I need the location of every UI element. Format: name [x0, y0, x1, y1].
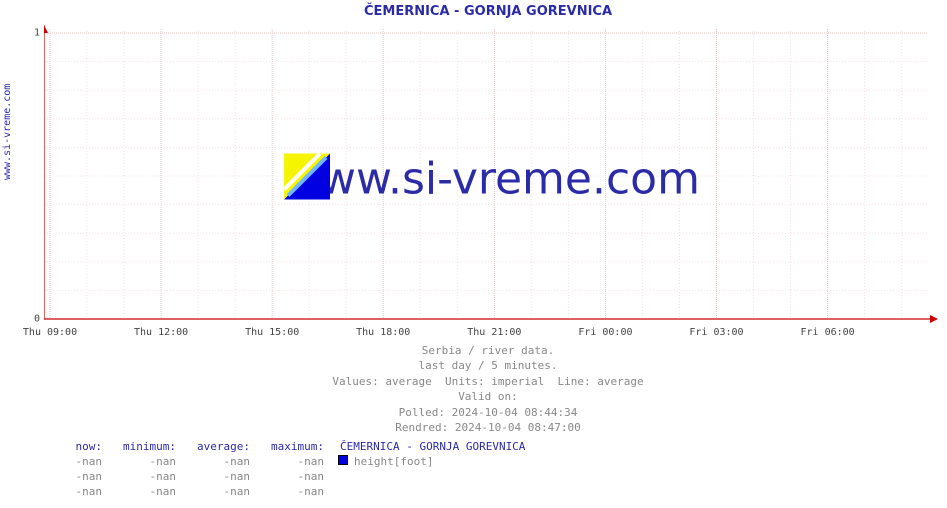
- vertical-site-label: www.si-vreme.com: [2, 84, 13, 180]
- legend-header-max: maximum:: [258, 440, 332, 455]
- legend-header-avg: average:: [184, 440, 258, 455]
- legend-value: -nan: [258, 455, 332, 470]
- legend-header-now: now:: [36, 440, 110, 455]
- legend-header-row: now: minimum: average: maximum: ČEMERNIC…: [36, 440, 525, 455]
- x-tick-label: Fri 06:00: [800, 327, 854, 338]
- legend-series-title: ČEMERNICA - GORNJA GOREVNICA: [332, 440, 525, 455]
- legend: now: minimum: average: maximum: ČEMERNIC…: [36, 440, 525, 499]
- y-tick-label: 1: [34, 28, 40, 39]
- x-tick-label: Thu 18:00: [356, 327, 410, 338]
- x-tick-label: Fri 00:00: [578, 327, 632, 338]
- chart-title: ČEMERNICA - GORNJA GOREVNICA: [36, 4, 940, 19]
- meta-line: Valid on:: [36, 389, 940, 404]
- legend-value: -nan: [110, 455, 184, 470]
- x-tick-label: Thu 21:00: [467, 327, 521, 338]
- meta-line: Serbia / river data.: [36, 343, 940, 358]
- legend-data-row: -nan-nan-nan-nanheight[foot]: [36, 455, 525, 470]
- chart-metadata: Serbia / river data. last day / 5 minute…: [36, 343, 940, 435]
- legend-value: -nan: [184, 455, 258, 470]
- legend-series-name: height[foot]: [348, 455, 433, 470]
- legend-value: -nan: [258, 485, 332, 500]
- legend-header-min: minimum:: [110, 440, 184, 455]
- legend-value: -nan: [36, 485, 110, 500]
- legend-swatch: [338, 455, 348, 465]
- meta-line: last day / 5 minutes.: [36, 358, 940, 373]
- x-tick-label: Fri 03:00: [689, 327, 743, 338]
- legend-value: -nan: [110, 485, 184, 500]
- legend-value: -nan: [184, 470, 258, 485]
- legend-data-row: -nan-nan-nan-nan: [36, 485, 525, 500]
- legend-value: -nan: [258, 470, 332, 485]
- meta-line: Values: average Units: imperial Line: av…: [36, 374, 940, 389]
- legend-data-row: -nan-nan-nan-nan: [36, 470, 525, 485]
- chart-plot-area: www.si-vreme.com 01Thu 09:00Thu 12:00Thu…: [44, 23, 940, 323]
- legend-value: -nan: [184, 485, 258, 500]
- chart-container: ČEMERNICA - GORNJA GOREVNICA www.si-vrem…: [36, 4, 940, 435]
- meta-line: Polled: 2024-10-04 08:44:34: [36, 405, 940, 420]
- y-tick-label: 0: [34, 314, 40, 325]
- legend-value: -nan: [110, 470, 184, 485]
- x-tick-label: Thu 12:00: [134, 327, 188, 338]
- meta-line: Rendred: 2024-10-04 08:47:00: [36, 420, 940, 435]
- x-tick-label: Thu 09:00: [23, 327, 77, 338]
- x-tick-label: Thu 15:00: [245, 327, 299, 338]
- legend-value: -nan: [36, 455, 110, 470]
- legend-value: -nan: [36, 470, 110, 485]
